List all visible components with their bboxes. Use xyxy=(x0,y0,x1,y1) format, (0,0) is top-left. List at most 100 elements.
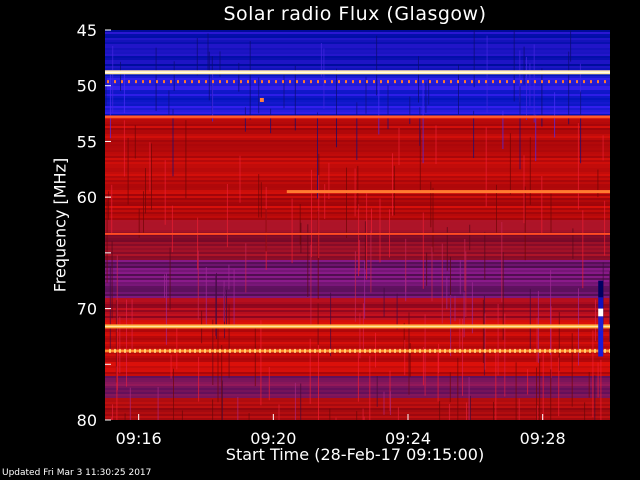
y-axis: 45 50 55 60 70 80 xyxy=(77,21,111,430)
heatmap-row xyxy=(105,248,610,250)
heatmap-streak xyxy=(379,198,381,263)
heatmap-row xyxy=(105,140,610,142)
heatmap-streak xyxy=(597,169,599,198)
x-tick-label: 09:16 xyxy=(116,429,162,448)
heatmap-row xyxy=(105,44,610,46)
heatmap-row xyxy=(105,124,610,126)
heatmap-row xyxy=(105,378,610,380)
band-dot xyxy=(329,348,331,353)
heatmap-streak xyxy=(112,404,113,420)
heatmap-streak xyxy=(149,142,151,192)
heatmap-row xyxy=(105,36,610,38)
heatmap-streak xyxy=(310,244,312,326)
heatmap-streak xyxy=(535,114,537,162)
heatmap-streak xyxy=(245,243,247,293)
band-dash xyxy=(401,80,403,84)
band-dash xyxy=(366,80,368,84)
band-dot xyxy=(459,348,461,353)
heatmap-row xyxy=(105,220,610,222)
heatmap-streak xyxy=(454,295,456,322)
heatmap-streak xyxy=(143,191,144,235)
heatmap-streak xyxy=(244,107,246,132)
heatmap-row xyxy=(105,314,610,316)
heatmap-row xyxy=(105,214,610,216)
band-dot xyxy=(464,348,466,353)
heatmap-streak xyxy=(105,77,107,106)
heatmap-streak xyxy=(185,120,187,199)
heatmap-streak xyxy=(558,357,560,417)
heatmap-row xyxy=(105,374,610,376)
band-dot xyxy=(144,348,146,353)
band-dash xyxy=(338,80,340,84)
heatmap-streak xyxy=(484,313,486,370)
heatmap-streak xyxy=(151,143,152,210)
heatmap-row xyxy=(105,402,610,404)
heatmap-streak xyxy=(409,343,411,377)
band-dot xyxy=(434,348,436,353)
heatmap-streak xyxy=(239,155,241,203)
heatmap-streak xyxy=(249,41,251,120)
heatmap-streak xyxy=(463,292,465,338)
heatmap-streak xyxy=(376,35,378,96)
band-dot xyxy=(379,348,381,353)
heatmap-streak xyxy=(428,78,430,105)
bright-band-core xyxy=(105,350,610,352)
band-dot xyxy=(419,348,421,353)
band-dot xyxy=(299,348,301,353)
heatmap-streak xyxy=(536,317,538,363)
heatmap-streak xyxy=(554,92,556,138)
band-dot xyxy=(574,348,576,353)
heatmap-streak xyxy=(550,193,552,233)
heatmap-streak xyxy=(448,404,450,420)
heatmap-streak xyxy=(502,252,504,340)
band-dash xyxy=(261,80,263,84)
heatmap-streak xyxy=(176,326,178,370)
band-dot xyxy=(609,348,610,353)
heatmap-row xyxy=(105,210,610,212)
heatmap-row xyxy=(105,58,610,60)
heatmap-row xyxy=(105,286,610,288)
band-dash xyxy=(492,80,494,84)
heatmap-streak xyxy=(495,350,497,420)
heatmap-streak xyxy=(437,348,439,402)
heatmap-row xyxy=(105,334,610,336)
band-dash xyxy=(345,80,347,84)
band-dot xyxy=(594,348,596,353)
heatmap-streak xyxy=(157,387,159,420)
heatmap-streak xyxy=(419,129,421,193)
heatmap-streak xyxy=(336,68,337,148)
heatmap-row xyxy=(105,114,610,116)
heatmap-streak xyxy=(435,125,437,165)
heatmap-row xyxy=(105,150,610,152)
heatmap-row xyxy=(105,302,610,304)
band-dot xyxy=(399,348,401,353)
heatmap-row xyxy=(105,30,610,32)
bright-band-core xyxy=(105,71,610,73)
heatmap-row xyxy=(105,338,610,340)
heatmap-streak xyxy=(357,351,359,402)
band-dash xyxy=(387,80,389,84)
heatmap-streak xyxy=(311,169,312,258)
band-dash xyxy=(212,80,214,84)
band-dash xyxy=(107,80,109,84)
heatmap-row xyxy=(105,282,610,284)
heatmap-row xyxy=(105,318,610,320)
band-dash xyxy=(324,80,326,84)
band-dash xyxy=(128,80,130,84)
heatmap-row xyxy=(105,156,610,158)
heatmap-streak xyxy=(431,246,433,302)
band-dot xyxy=(194,348,196,353)
heatmap-streak xyxy=(307,224,309,297)
heatmap-streak xyxy=(196,38,198,76)
heatmap-row xyxy=(105,138,610,140)
heatmap-row xyxy=(105,316,610,318)
heatmap-streak xyxy=(223,280,225,322)
heatmap-row xyxy=(105,54,610,56)
heatmap-streak xyxy=(501,222,503,303)
bright-band-core xyxy=(105,116,610,118)
heatmap-streak xyxy=(317,112,318,199)
band-dot xyxy=(179,348,181,353)
heatmap-streak xyxy=(168,90,170,117)
heatmap-streak xyxy=(358,240,360,271)
heatmap-row xyxy=(105,88,610,90)
